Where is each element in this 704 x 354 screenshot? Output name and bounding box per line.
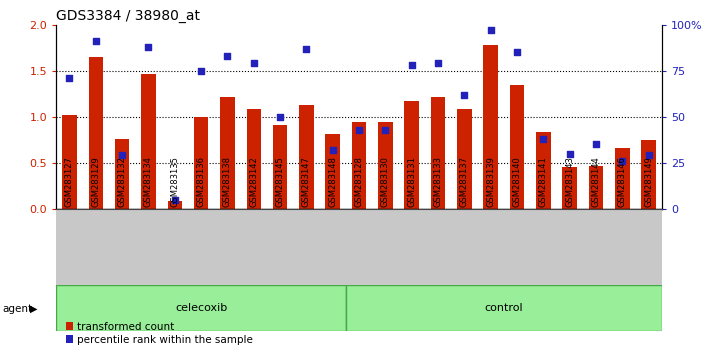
Point — [169, 197, 180, 202]
Text: GDS3384 / 38980_at: GDS3384 / 38980_at — [56, 9, 201, 23]
Point — [643, 153, 654, 158]
Point — [327, 147, 339, 153]
Bar — [168, 201, 182, 209]
Point — [591, 142, 602, 147]
Legend: transformed count, percentile rank within the sample: transformed count, percentile rank withi… — [61, 317, 257, 349]
Point — [353, 127, 365, 132]
Point — [406, 62, 417, 68]
Bar — [562, 167, 577, 209]
Bar — [246, 109, 261, 209]
Bar — [299, 105, 313, 209]
Point — [64, 75, 75, 81]
Point — [116, 153, 127, 158]
Point — [485, 28, 496, 33]
Bar — [142, 74, 156, 209]
Bar — [457, 109, 472, 209]
Bar — [220, 97, 234, 209]
Bar — [484, 45, 498, 209]
Bar — [62, 115, 77, 209]
Bar — [431, 97, 445, 209]
Text: control: control — [484, 303, 523, 313]
Bar — [536, 132, 551, 209]
Bar — [404, 101, 419, 209]
Point — [90, 39, 101, 44]
Point — [538, 136, 549, 142]
Point — [222, 53, 233, 59]
Point — [275, 114, 286, 120]
Point — [248, 61, 259, 66]
Point — [511, 50, 522, 55]
Point — [459, 92, 470, 98]
Bar — [615, 148, 629, 209]
Text: agent: agent — [2, 304, 32, 314]
Bar — [194, 117, 208, 209]
Point — [143, 44, 154, 50]
Point — [617, 158, 628, 164]
Bar — [378, 122, 393, 209]
Text: celecoxib: celecoxib — [175, 303, 227, 313]
Bar — [589, 166, 603, 209]
Text: ▶: ▶ — [30, 304, 37, 314]
Point — [432, 61, 444, 66]
Point — [564, 151, 575, 156]
Point — [379, 127, 391, 132]
Point — [196, 68, 207, 74]
Point — [301, 46, 312, 52]
Bar — [325, 134, 340, 209]
Bar — [273, 125, 287, 209]
Bar — [510, 85, 524, 209]
Bar — [641, 140, 656, 209]
Bar — [56, 285, 346, 331]
Bar — [115, 139, 130, 209]
Bar — [89, 57, 103, 209]
Bar — [346, 285, 662, 331]
Bar — [352, 122, 366, 209]
